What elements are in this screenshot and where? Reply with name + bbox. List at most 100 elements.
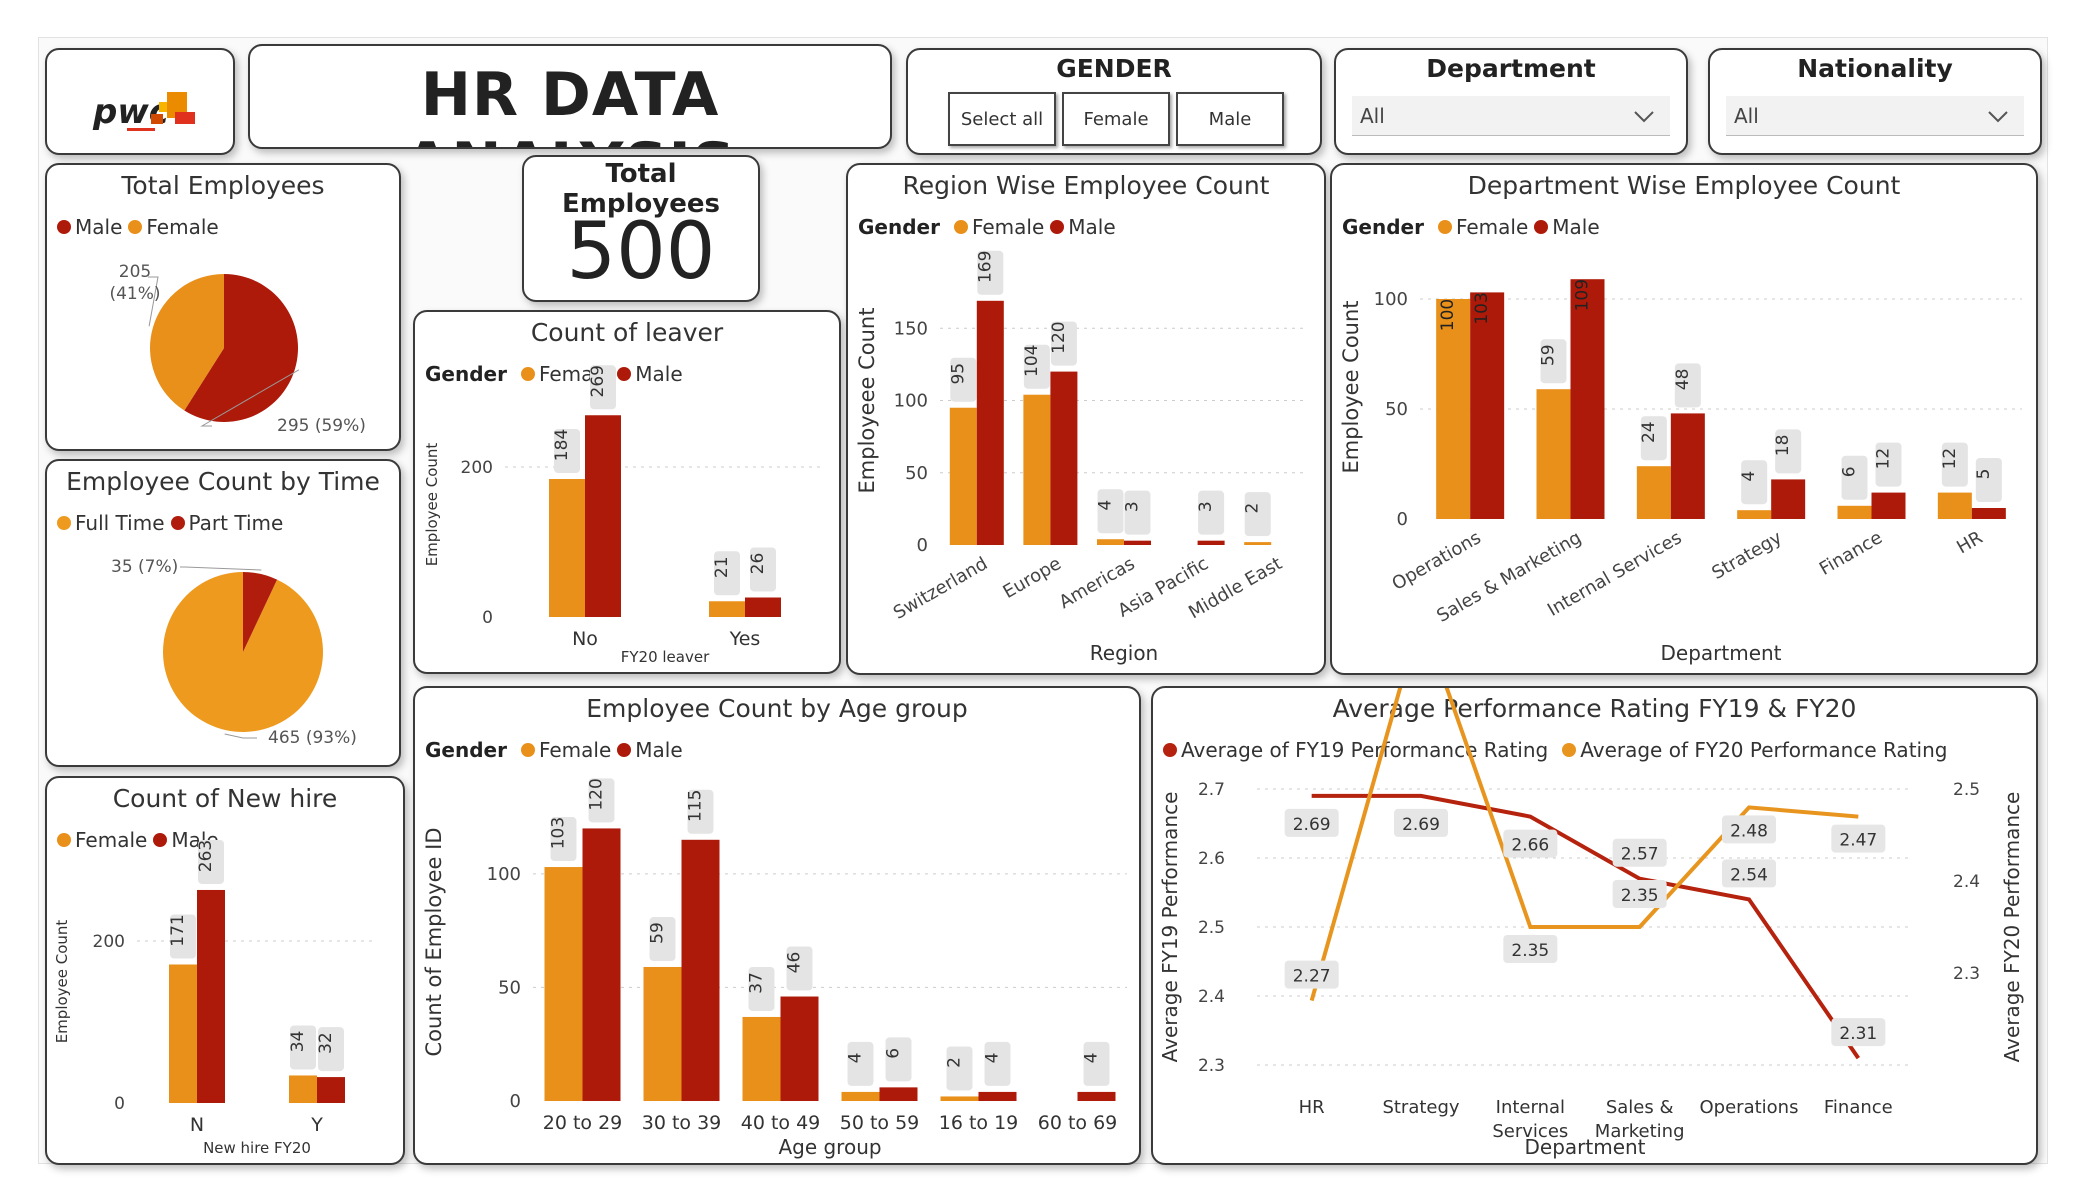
bar-data-label: 18: [1773, 435, 1793, 457]
y-axis-title: Employee Count: [1339, 300, 1363, 473]
bar-male-switzerland: [976, 300, 1004, 545]
y2-axis-title: Average FY20 Performance: [2000, 792, 2024, 1063]
y-axis-title: Employeee Count: [855, 308, 879, 494]
pie-data-label: 205: [119, 262, 151, 282]
data-label-bg: [1503, 829, 1558, 858]
legend-full-time: Full Time: [75, 511, 165, 535]
bar-data-label: 3: [1123, 501, 1143, 512]
pie-slice-part-time: [243, 572, 278, 652]
performance-line-chart: 2.3 2.4 2.5 2.6 2.7 2.3 2.4 2.5 HR Strategy Intern…: [1158, 688, 2024, 1159]
bar-data-label: 120: [587, 778, 607, 810]
x-category-label: 40 to 49: [741, 1112, 821, 1134]
legend-male: Male: [75, 215, 123, 239]
data-label-bg: [714, 551, 740, 596]
bar-male-n: [197, 889, 225, 1103]
pie-data-label: 465 (93%): [268, 728, 357, 748]
bar-female-strategy: [1737, 510, 1772, 519]
bar-data-label: 4: [1096, 500, 1116, 511]
bar-male-30-to-39: [681, 839, 720, 1101]
pie-data-label: (41%): [109, 284, 160, 304]
bar-data-label: 12: [1940, 448, 1960, 470]
y2-tick-label: 2.3: [1953, 964, 1980, 984]
y-tick-label: 150: [894, 318, 928, 339]
x-category-label: Finance: [1816, 527, 1886, 580]
legend-title: Gender: [425, 738, 507, 762]
bar-data-label: 95: [948, 363, 968, 385]
line-data-label: 2.47: [1839, 831, 1877, 851]
gender-option-male[interactable]: Male: [1176, 92, 1284, 146]
data-label-bg: [1023, 344, 1050, 389]
bar-data-label: 169: [975, 251, 995, 283]
x-category-label: Operations: [1700, 1097, 1799, 1118]
legend-male: Male: [635, 362, 683, 386]
bar-data-label: 103: [1472, 292, 1492, 324]
data-label-bg: [1284, 960, 1339, 989]
y-tick-label: 100: [894, 391, 928, 412]
gender-option-female[interactable]: Female: [1062, 92, 1170, 146]
bar-data-label: 59: [1539, 344, 1559, 366]
time-pie-legend: Full Time Part Time: [57, 511, 289, 535]
x-category-label: Strategy: [1382, 1097, 1459, 1118]
bar-data-label: 21: [712, 556, 732, 578]
data-label-bg: [977, 250, 1004, 295]
legend-male: Male: [635, 738, 683, 762]
region-title: Region Wise Employee Count: [902, 171, 1270, 200]
x-axis-title: FY20 leaver: [621, 648, 710, 666]
y2-tick-label: 2.5: [1953, 780, 1980, 800]
y-tick-label: 0: [482, 608, 493, 628]
bar-data-label: 104: [1022, 344, 1042, 376]
region-card: Region Wise Employee Count Gender Female…: [846, 163, 1326, 675]
line-data-label: 2.54: [1730, 865, 1768, 885]
y-tick-label: 200: [461, 458, 493, 478]
bar-female-finance: [1837, 505, 1872, 519]
y-axis-title: Count of Employee ID: [422, 827, 446, 1056]
data-label-bg: [290, 1025, 316, 1070]
y-axis-title: Employee Count: [53, 920, 71, 1044]
x-category-label: HR: [1953, 527, 1986, 558]
bar-female-europe: [1023, 394, 1051, 545]
kpi-title: Total Employees: [562, 159, 720, 219]
legend-male: Male: [1552, 215, 1600, 239]
x-category-label: Operations: [1388, 527, 1484, 595]
bar-male-finance: [1871, 492, 1906, 519]
line-data-label: 2.69: [1293, 815, 1331, 835]
data-label-bg: [885, 1037, 912, 1082]
bar-data-label: 4: [1082, 1053, 1102, 1064]
newhire-card: Count of New hire Female Male 0 200 171 263…: [45, 776, 405, 1165]
data-label-bg: [170, 914, 196, 959]
time-pie-title: Employee Count by Time: [66, 467, 380, 496]
time-pie-card: Employee Count by Time Full Time Part Ti…: [45, 459, 401, 767]
department-dropdown[interactable]: All: [1352, 96, 1670, 136]
bar-female-40-to-49: [742, 1016, 781, 1101]
bar-data-label: 263: [196, 840, 216, 872]
bar-female-hr: [1937, 492, 1972, 519]
x-category-label: 60 to 69: [1038, 1112, 1118, 1134]
bar-male-60-to-69: [1077, 1091, 1116, 1101]
bar-male-asia-pacific: [1197, 540, 1225, 545]
data-label-bg: [590, 365, 616, 410]
data-label-bg: [1841, 455, 1868, 500]
y-tick-label: 100: [487, 864, 521, 885]
legend-part-time: Part Time: [188, 511, 284, 535]
nationality-dropdown-value: All: [1734, 103, 1759, 128]
data-label-bg: [1198, 490, 1225, 535]
bar-female-20-to-29: [544, 867, 583, 1101]
data-label-bg: [1674, 363, 1701, 408]
bar-data-label: 59: [648, 922, 668, 944]
x-category-label: Switzerland: [890, 553, 991, 624]
region-legend: Gender Female Male: [858, 215, 1122, 239]
data-label-bg: [687, 789, 714, 834]
legend-title: Gender: [858, 215, 940, 239]
x-category-label: Finance: [1824, 1097, 1893, 1118]
bar-male-y: [317, 1077, 345, 1103]
bar-data-label: 32: [316, 1032, 336, 1054]
nationality-dropdown[interactable]: All: [1726, 96, 2024, 136]
bar-data-label: 4: [1739, 471, 1759, 482]
legend-female: Female: [1455, 215, 1529, 239]
legend-male: Male: [1068, 215, 1116, 239]
gender-option-select-all[interactable]: Select all: [948, 92, 1056, 146]
time-pie-chart: 465 (93%) 35 (7%): [111, 557, 357, 748]
page-title: HR DATA ANALYSIS: [404, 60, 735, 147]
line-data-label: 2.35: [1621, 886, 1659, 906]
data-label-bg: [1831, 824, 1886, 853]
